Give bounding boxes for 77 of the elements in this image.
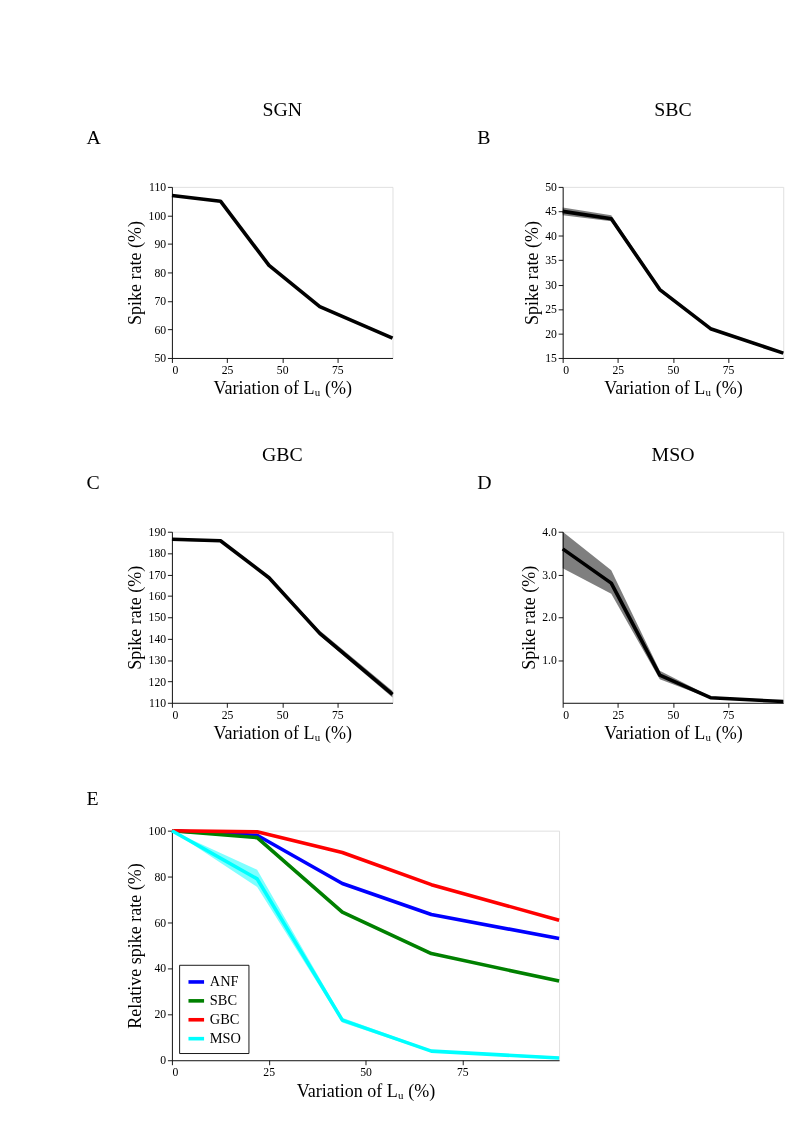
x-tick-label: 25 [221,363,234,377]
x-tick-label: 25 [612,363,625,377]
x-axis-title: Variation of Lᵤ (%) [213,378,352,400]
text: D [477,470,492,493]
x-tick-label: 25 [221,708,234,722]
y-tick-label: 60 [154,323,167,337]
x-tick-label: 0 [172,708,179,722]
y-tick-label: 80 [154,870,167,884]
x-tick-label: 50 [276,363,289,377]
y-tick-label: 190 [148,525,167,539]
chart-title: GBC [261,442,303,465]
y-tick-label: 50 [154,352,167,366]
y-tick-label: 35 [545,254,558,268]
x-tick-label: 50 [667,708,680,722]
chart-title: SBC [654,97,692,120]
text: A [86,125,102,148]
y-axis-title: Spike rate (%) [125,220,147,325]
x-axis-title: Variation of Lᵤ (%) [213,723,352,745]
y-tick-label: 2.0 [542,611,558,625]
x-tick-label: 50 [360,1066,372,1080]
chart-title: SGN [262,97,303,120]
x-tick-label: 75 [722,708,735,722]
y-tick-label: 130 [148,654,167,668]
x-axis-title: Variation of Lᵤ (%) [296,1080,436,1102]
y-axis-title: Relative spike rate (%) [125,863,147,1029]
y-tick-label: 100 [148,209,167,223]
y-axis-title: Spike rate (%) [125,565,147,670]
y-tick-label: 140 [148,632,167,646]
y-tick-label: 45 [545,205,558,219]
chart-title: MSO [651,442,695,465]
y-tick-label: 0 [160,1054,167,1068]
y-tick-label: 40 [154,962,167,976]
x-tick-label: 50 [667,363,680,377]
text: C [86,470,100,493]
y-tick-label: 30 [545,278,558,292]
y-tick-label: 15 [545,352,558,366]
y-tick-label: 120 [148,675,167,689]
y-tick-label: 80 [154,266,167,280]
x-axis-title: Variation of Lᵤ (%) [604,723,743,745]
text: B [477,125,491,148]
legend-label: MSO [209,1030,241,1047]
y-tick-label: 160 [148,589,167,603]
y-tick-label: 3.0 [542,568,558,582]
x-tick-label: 25 [612,708,625,722]
x-tick-label: 75 [332,708,344,722]
y-tick-label: 90 [154,238,167,252]
y-tick-label: 20 [154,1008,167,1022]
y-tick-label: 110 [149,696,167,710]
y-tick-label: 40 [545,229,558,243]
legend-label: ANF [209,973,239,990]
x-tick-label: 75 [332,363,344,377]
y-tick-label: 110 [149,181,167,194]
y-tick-label: 60 [154,916,167,930]
x-tick-label: 75 [722,363,735,377]
y-axis-title: Spike rate (%) [519,565,541,670]
y-tick-label: 20 [545,327,558,341]
y-tick-label: 70 [154,295,167,309]
x-tick-label: 50 [276,708,289,722]
y-tick-label: 4.0 [542,525,558,539]
legend-label: GBC [209,1011,240,1028]
x-axis-title: Variation of Lᵤ (%) [604,378,743,400]
y-axis-title: Spike rate (%) [521,220,543,325]
x-tick-label: 0 [172,1066,179,1080]
text: E [86,787,99,810]
y-tick-label: 1.0 [542,654,558,668]
x-tick-label: 75 [456,1066,469,1080]
x-tick-label: 25 [263,1066,276,1080]
x-tick-label: 0 [172,363,179,377]
x-tick-label: 0 [563,363,570,377]
y-tick-label: 170 [148,568,167,582]
y-tick-label: 100 [148,824,167,838]
x-tick-label: 0 [563,708,570,722]
y-tick-label: 150 [148,611,167,625]
y-tick-label: 25 [545,303,558,317]
y-tick-label: 50 [545,181,558,194]
y-tick-label: 180 [148,547,167,561]
legend-label: SBC [209,992,237,1009]
